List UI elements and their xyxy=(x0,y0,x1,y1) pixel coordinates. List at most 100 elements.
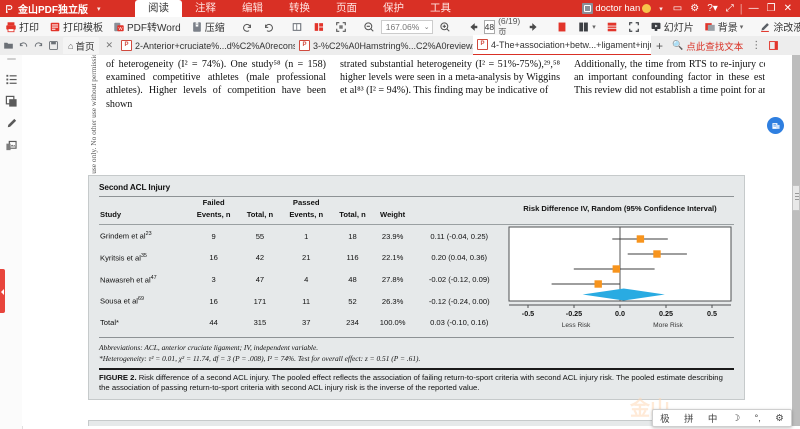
ribbon-tab-annotate[interactable]: 注释 xyxy=(195,2,216,14)
ime-mode-icon[interactable]: 极 xyxy=(660,414,670,425)
print-button[interactable]: 打印 xyxy=(0,17,44,36)
cell-value: 0.03 (-0.10, 0.16) xyxy=(430,317,489,327)
ribbon-tab-protect[interactable]: 保护 xyxy=(383,2,404,14)
fullscreen-button[interactable] xyxy=(623,17,645,36)
next-page-button[interactable] xyxy=(523,17,545,36)
slideshow-button[interactable]: 幻灯片 xyxy=(645,17,699,36)
share-fab-button[interactable] xyxy=(767,117,784,134)
document-tab-1[interactable]: P 2-Anterior+cruciate%...d%C2%A0reconstr… xyxy=(117,36,295,55)
zoom-level-value: 167.06% xyxy=(385,21,420,32)
ribbon-tab-read[interactable]: 阅读 xyxy=(135,0,182,17)
pdf-file-icon: P xyxy=(299,40,310,51)
search-text-button[interactable]: 🔍 点此查找文本 xyxy=(668,39,747,53)
ime-settings-icon[interactable]: ⚙ xyxy=(775,412,784,424)
svg-text:-0.25: -0.25 xyxy=(566,309,582,318)
document-tab-3[interactable]: P 4-The+association+betw...+ligament+inj… xyxy=(473,35,651,56)
title-bar: 金山PDF独立版 ▾ 阅读 注释 编辑 转换 页面 保护 工具 doctor h… xyxy=(0,0,800,17)
background-button[interactable]: 背景 ▾ xyxy=(699,17,749,36)
highlighter-button[interactable]: 涂改液 ▾ xyxy=(754,17,800,36)
rail-expand-handle[interactable] xyxy=(0,269,5,313)
collapse-icon[interactable]: ⤢ xyxy=(725,3,734,14)
split-view-button[interactable] xyxy=(308,17,330,36)
ribbon-tab-edit[interactable]: 编辑 xyxy=(242,2,263,14)
pdf-to-word-button[interactable]: W PDF转Word xyxy=(108,17,186,36)
page-right-gutter xyxy=(765,55,792,426)
ribbon-tab-convert[interactable]: 转换 xyxy=(289,2,310,14)
zoom-out-button[interactable] xyxy=(358,17,380,36)
folder-icon[interactable] xyxy=(2,39,15,52)
tab-overflow-menu[interactable]: ⋮ xyxy=(751,40,762,51)
pdf-page-viewport[interactable]: r personal use only. No other use withou… xyxy=(22,55,800,426)
table-row: Sousa et al69 16 171 11 52 26.3% -0.12 (… xyxy=(99,290,734,312)
ime-floating-bar[interactable]: 极 拼 中 ☽ °, ⚙ xyxy=(652,409,792,427)
app-menu-caret-icon[interactable]: ▾ xyxy=(97,5,101,13)
scrollbar-thumb[interactable] xyxy=(792,185,800,211)
message-icon[interactable]: ▭ xyxy=(672,3,683,14)
fit-page-icon xyxy=(335,21,347,33)
plot-column-header: Risk Difference IV, Random (95% Confiden… xyxy=(523,204,717,214)
page-number-input[interactable]: 48 xyxy=(483,19,496,34)
header-passed-total: Total, n xyxy=(339,209,366,219)
annotation-icon[interactable] xyxy=(5,117,18,130)
new-tab-button[interactable]: + xyxy=(656,38,664,53)
thumbnails-icon[interactable] xyxy=(5,95,18,108)
compress-button[interactable]: 压缩 xyxy=(186,17,230,36)
user-caret-icon[interactable]: ▾ xyxy=(659,5,663,13)
search-text-label: 点此查找文本 xyxy=(686,41,744,53)
zoom-in-button[interactable] xyxy=(434,17,456,36)
fit-page-button[interactable] xyxy=(330,17,352,36)
ime-moon-icon[interactable]: ☽ xyxy=(731,412,741,424)
two-page-button[interactable]: ▾ xyxy=(573,17,601,36)
gear-icon[interactable]: ⚙ xyxy=(690,3,700,14)
app-title: 金山PDF独立版 xyxy=(18,5,88,16)
document-tab-strip: ⌂ 首页 ✕ P 2-Anterior+cruciate%...d%C2%A0r… xyxy=(0,35,800,56)
continuous-scroll-button[interactable] xyxy=(601,17,623,36)
ime-chinese-icon[interactable]: 中 xyxy=(707,414,718,425)
sidebar-toggle-icon[interactable] xyxy=(767,39,780,52)
rotate-left-button[interactable] xyxy=(236,17,258,36)
attachments-icon[interactable] xyxy=(5,139,18,152)
undo-icon[interactable] xyxy=(17,39,30,52)
cell-failed-events: 16 xyxy=(209,253,218,263)
tab-close-icon[interactable]: ✕ xyxy=(105,40,113,50)
restore-button[interactable]: ❐ xyxy=(766,3,776,14)
user-chip[interactable]: doctor han ▾ xyxy=(582,3,663,14)
close-button[interactable]: ✕ xyxy=(783,3,792,14)
zoom-level-select[interactable]: 167.06% ⌄ xyxy=(380,19,433,34)
help-icon[interactable]: ?▾ xyxy=(707,3,718,14)
ribbon-tab-tools[interactable]: 工具 xyxy=(430,2,451,14)
redo-icon[interactable] xyxy=(32,39,45,52)
table-row-total: Total* 44 315 37 234 100.0% 0.03 (-0.10,… xyxy=(99,312,734,333)
prev-page-button[interactable] xyxy=(462,17,484,36)
cell-passed-total: 52 xyxy=(348,296,357,306)
chevron-down-icon[interactable]: ▾ xyxy=(739,23,744,31)
bookmark-list-icon[interactable] xyxy=(5,73,18,86)
rotate-right-button[interactable] xyxy=(258,17,280,36)
ime-punctuation-icon[interactable]: °, xyxy=(754,412,761,424)
home-tab[interactable]: ⌂ 首页 xyxy=(63,37,100,54)
minimize-button[interactable]: — xyxy=(748,3,759,14)
vertical-scrollbar[interactable] xyxy=(792,55,800,426)
cell-passed-total: 48 xyxy=(348,274,357,284)
zoom-in-icon xyxy=(439,21,451,33)
two-page-icon xyxy=(578,21,590,33)
search-icon: 🔍 xyxy=(672,40,684,50)
print-label: 打印 xyxy=(19,23,39,34)
pdf-to-word-label: PDF转Word xyxy=(127,23,181,34)
ribbon-tab-page[interactable]: 页面 xyxy=(336,2,357,14)
cell-value: -0.02 (-0.12, 0.09) xyxy=(428,274,490,284)
cell-study: Grindem et al23 xyxy=(100,231,152,241)
page-layout-button[interactable] xyxy=(286,17,308,36)
divider: | xyxy=(739,2,743,15)
cell-weight: 27.8% xyxy=(381,274,404,284)
chevron-down-icon[interactable]: ▾ xyxy=(592,23,596,31)
highlighter-icon xyxy=(759,21,771,33)
print-template-button[interactable]: 打印模板 xyxy=(44,17,108,36)
save-icon[interactable] xyxy=(47,39,60,52)
chevron-down-icon[interactable]: ⌄ xyxy=(423,23,430,31)
header-spacer5 xyxy=(412,197,506,209)
document-tab-2[interactable]: P 3-%C2%A0Hamstring%...C2%A0review.%C2%A… xyxy=(295,36,473,55)
single-page-button[interactable] xyxy=(551,17,573,36)
ime-pinyin-icon[interactable]: 拼 xyxy=(683,414,694,425)
pdf-file-icon: P xyxy=(477,39,488,50)
